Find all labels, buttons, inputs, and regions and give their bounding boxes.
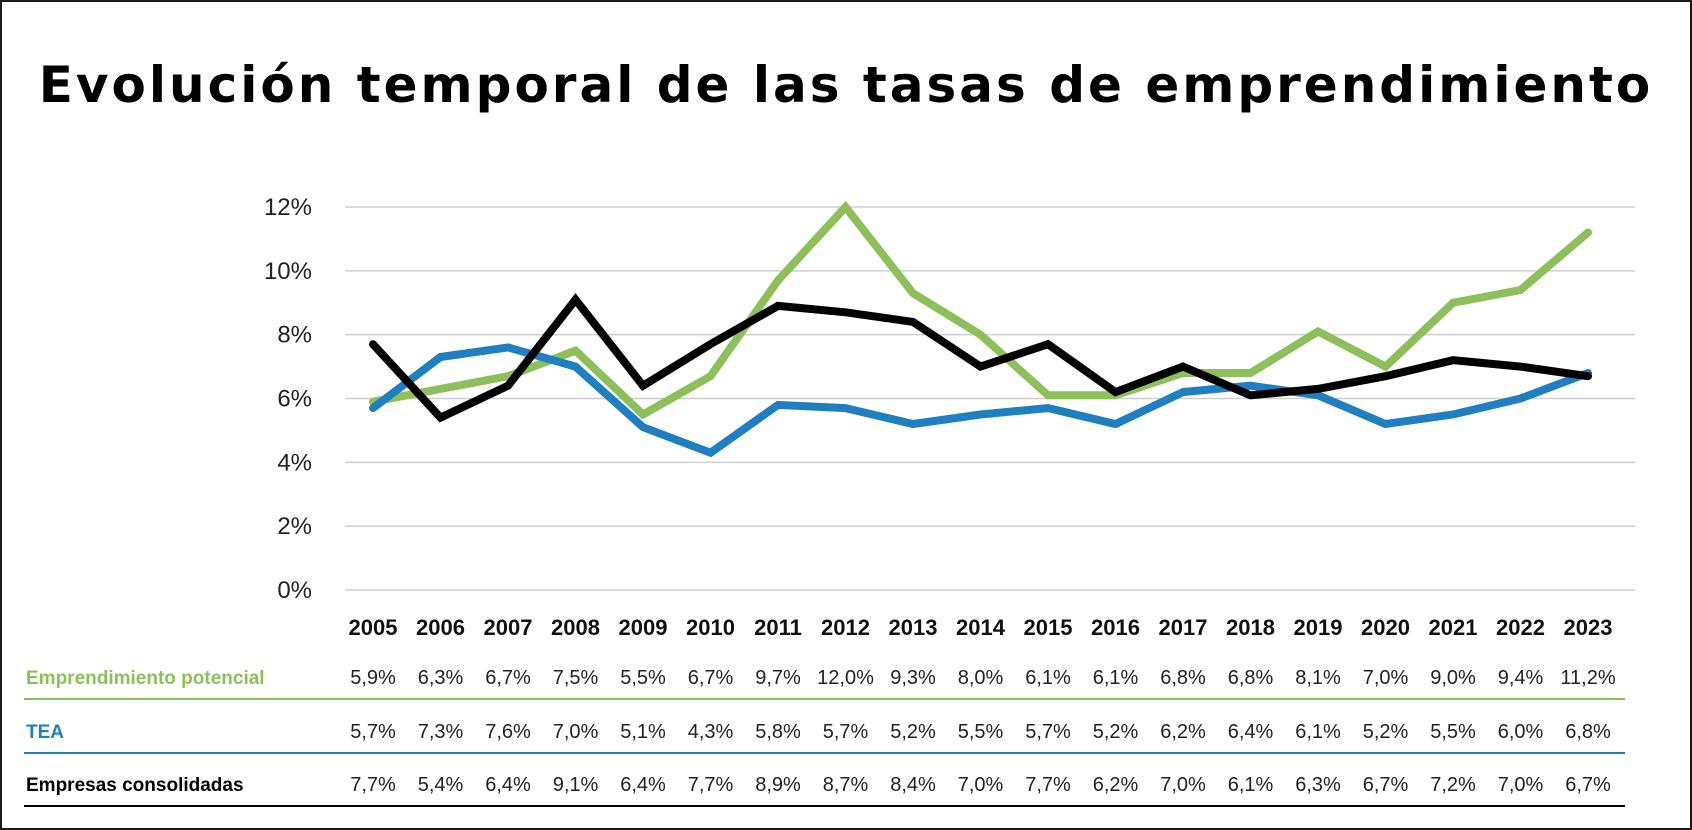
table-cell: 7,6% <box>485 721 531 743</box>
table-cell: 7,0% <box>1160 774 1206 796</box>
table-cell: 9,3% <box>890 667 936 689</box>
table-cell: 5,2% <box>890 721 936 743</box>
x-tick-label: 2015 <box>1024 615 1073 640</box>
x-tick-label: 2009 <box>619 615 668 640</box>
table-cell: 7,0% <box>553 721 599 743</box>
y-tick-label: 2% <box>277 513 312 540</box>
y-tick-label: 12% <box>264 194 312 221</box>
x-tick-label: 2013 <box>889 615 938 640</box>
x-tick-label: 2021 <box>1429 615 1478 640</box>
table-cell: 5,5% <box>958 721 1004 743</box>
table-cell: 9,4% <box>1498 667 1544 689</box>
table-cell: 9,7% <box>755 667 801 689</box>
table-cell: 7,5% <box>553 667 599 689</box>
series-line-3 <box>369 293 1592 423</box>
table-cell: 6,7% <box>1565 774 1611 796</box>
table-cell: 8,1% <box>1295 667 1341 689</box>
table-cell: 6,4% <box>485 774 531 796</box>
table-cell: 11,2% <box>1560 667 1615 689</box>
table-cell: 7,7% <box>688 774 734 796</box>
x-tick-label: 2014 <box>956 615 1006 640</box>
x-tick-label: 2018 <box>1226 615 1275 640</box>
title-box <box>0 0 1692 150</box>
table-cell: 8,4% <box>890 774 936 796</box>
table-cell: 6,3% <box>1295 774 1341 796</box>
table-series-label: Emprendimiento potencial <box>26 668 265 689</box>
table-cell: 6,2% <box>1160 721 1206 743</box>
table-cell: 6,4% <box>620 774 666 796</box>
y-tick-label: 6% <box>277 386 312 413</box>
x-tick-label: 2020 <box>1361 615 1410 640</box>
x-tick-label: 2005 <box>349 615 398 640</box>
table-cell: 6,8% <box>1565 721 1611 743</box>
table-cell: 6,0% <box>1498 721 1544 743</box>
table-cell: 5,8% <box>755 721 801 743</box>
y-tick-label: 10% <box>264 258 312 285</box>
x-tick-label: 2008 <box>551 615 600 640</box>
table-cell: 6,8% <box>1160 667 1206 689</box>
table-cell: 5,5% <box>1430 721 1476 743</box>
table-cell: 4,3% <box>688 721 734 743</box>
table-cell: 5,7% <box>823 721 869 743</box>
x-tick-label: 2006 <box>416 615 465 640</box>
table-cell: 6,1% <box>1093 667 1139 689</box>
x-tick-label: 2017 <box>1159 615 1208 640</box>
chart-title: Evolución temporal de las tasas de empre… <box>38 56 1654 114</box>
table-cell: 6,7% <box>485 667 531 689</box>
table-cell: 8,7% <box>823 774 869 796</box>
table-cell: 5,5% <box>620 667 666 689</box>
table-cell: 6,8% <box>1228 667 1274 689</box>
table-cell: 6,2% <box>1093 774 1139 796</box>
table-cell: 8,0% <box>958 667 1004 689</box>
table-cell: 7,0% <box>958 774 1004 796</box>
y-tick-label: 8% <box>277 322 312 349</box>
x-tick-label: 2023 <box>1564 615 1613 640</box>
table-cell: 12,0% <box>817 667 874 689</box>
y-tick-label: 0% <box>277 577 312 604</box>
table-cell: 5,2% <box>1093 721 1139 743</box>
table-cell: 8,9% <box>755 774 801 796</box>
table-cell: 7,7% <box>1025 774 1071 796</box>
x-tick-label: 2019 <box>1294 615 1343 640</box>
table-cell: 7,0% <box>1363 667 1409 689</box>
table-cell: 7,7% <box>350 774 396 796</box>
x-tick-label: 2011 <box>754 615 802 640</box>
table-cell: 5,4% <box>418 774 464 796</box>
table-cell: 6,1% <box>1228 774 1274 796</box>
table-cell: 6,7% <box>1363 774 1409 796</box>
x-tick-label: 2016 <box>1091 615 1140 640</box>
table-cell: 5,7% <box>350 721 396 743</box>
table-cell: 5,7% <box>1025 721 1071 743</box>
table-cell: 7,3% <box>418 721 464 743</box>
table-cell: 5,9% <box>350 667 396 689</box>
table-cell: 6,7% <box>688 667 734 689</box>
series-line-1 <box>369 200 1592 420</box>
x-tick-label: 2010 <box>686 615 735 640</box>
y-tick-label: 4% <box>277 449 312 476</box>
x-tick-label: 2012 <box>821 615 870 640</box>
table-cell: 5,1% <box>620 721 666 743</box>
x-tick-label: 2022 <box>1496 615 1545 640</box>
table-series-label: Empresas consolidadas <box>26 775 244 796</box>
table-cell: 6,3% <box>418 667 464 689</box>
table-cell: 7,2% <box>1430 774 1476 796</box>
x-tick-label: 2007 <box>484 615 533 640</box>
table-cell: 6,4% <box>1228 721 1274 743</box>
table-cell: 7,0% <box>1498 774 1544 796</box>
table-series-label: TEA <box>26 722 64 743</box>
table-cell: 6,1% <box>1295 721 1341 743</box>
table-cell: 9,0% <box>1430 667 1476 689</box>
series-line-2 <box>369 343 1592 458</box>
table-cell: 9,1% <box>553 774 599 796</box>
table-cell: 6,1% <box>1025 667 1071 689</box>
table-cell: 5,2% <box>1363 721 1409 743</box>
